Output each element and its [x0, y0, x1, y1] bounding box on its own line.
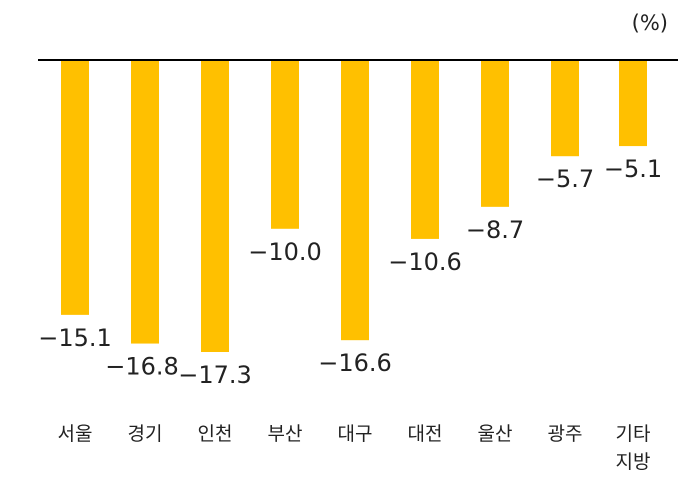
value-labels-group: −15.1−16.8 −17.3 −10.0 −16.6 −10.6−8.7 −5.7 −5… — [38, 155, 662, 389]
value-label-7: −5.7 — [536, 165, 594, 193]
value-label-8: −5.1 — [604, 155, 662, 183]
category-label-4: 대구 — [338, 423, 373, 445]
bars-group — [61, 60, 647, 352]
bar-0 — [61, 60, 89, 315]
bar-5 — [411, 60, 439, 239]
value-label-5: −10.6 — [388, 248, 462, 276]
bar-3 — [271, 60, 299, 229]
category-label-8-line-1: 지방 — [616, 451, 651, 473]
value-label-0: −15.1 — [38, 324, 112, 352]
bar-6 — [481, 60, 509, 207]
category-label-5: 대전 — [408, 423, 443, 445]
category-label-6: 울산 — [478, 423, 513, 445]
category-label-0: 서울 — [58, 423, 93, 445]
bar-7 — [551, 60, 579, 157]
value-label-1: −16.8 — [105, 353, 179, 381]
value-label-3: −10.0 — [248, 238, 322, 266]
category-label-8-line-0: 기타 — [616, 423, 651, 445]
category-label-7: 광주 — [548, 423, 583, 445]
bar-4 — [341, 60, 369, 341]
value-label-2: −17.3 — [178, 361, 252, 389]
category-label-3: 부산 — [268, 423, 303, 445]
value-label-6: −8.7 — [466, 216, 524, 244]
bar-8 — [619, 60, 647, 147]
category-label-1: 경기 — [128, 423, 163, 445]
bar-1 — [131, 60, 159, 344]
bar-2 — [201, 60, 229, 352]
value-label-4: −16.6 — [318, 349, 392, 377]
category-label-2: 인천 — [198, 423, 233, 445]
unit-label: (%) — [632, 11, 668, 35]
